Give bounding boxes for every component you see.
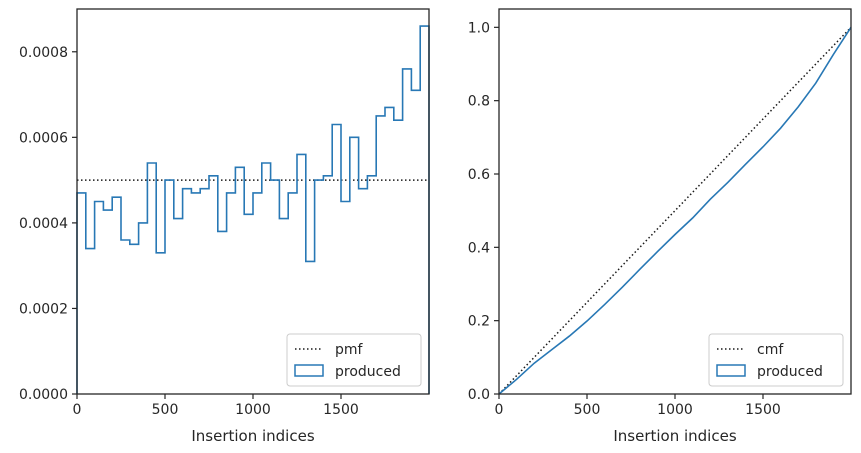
right-legend-produced-swatch: [716, 364, 746, 377]
left-legend-produced-swatch: [294, 364, 324, 377]
right-produced-series: [498, 26, 852, 395]
left-y-tick-label: 0.0008: [19, 45, 68, 61]
right-legend-cmf-label: cmf: [757, 342, 784, 358]
right-y-tick-label: 0.8: [468, 94, 490, 110]
left-legend-box: [286, 333, 422, 387]
cmf-cumulative-chart: 0 500 1000 1500 0.0 0.2 0.4 0.6 0.8 1.0 Insertio…: [468, 8, 852, 445]
pmf-histogram-chart: 0 500 1000 1500 0.00000.00020.00040.00060.0…: [19, 8, 430, 445]
left-produced-series: [76, 25, 430, 394]
right-x-tick-label: 1000: [657, 402, 693, 418]
right-y-tick-label: 0.6: [468, 167, 490, 183]
right-cmf-line: [498, 26, 852, 395]
right-legend-box: [708, 333, 844, 387]
right-x-tick-label: 500: [574, 402, 601, 418]
left-y-ticks: 0.0000 0.0002 0.0004 0.0006 0.0008: [19, 45, 77, 403]
right-legend: cmf produced: [708, 333, 844, 387]
left-x-tick-label: 1000: [235, 402, 271, 418]
right-axes-frame: [498, 8, 852, 395]
right-y-ticks: 0.0 0.2 0.4 0.6 0.8 1.0: [468, 20, 499, 403]
right-x-ticks: 0 500 1000 1500: [495, 394, 781, 418]
left-y-tick-label: 0.0002: [19, 301, 68, 317]
left-legend-pmf-label: pmf: [335, 342, 364, 358]
left-plot-marks: [76, 25, 430, 394]
right-y-tick-label: 0.0: [468, 387, 490, 403]
right-y-tick-label: 1.0: [468, 20, 490, 36]
left-legend-produced-label: produced: [335, 364, 401, 380]
left-x-tick-label: 1500: [323, 402, 359, 418]
left-y-tick-label: 0.0004: [19, 216, 68, 232]
left-x-tick-label: 0: [73, 402, 82, 418]
right-y-tick-label: 0.4: [468, 240, 490, 256]
left-legend: pmf produced: [286, 333, 422, 387]
left-x-ticks: 0 500 1000 1500: [73, 394, 359, 418]
right-y-tick-label: 0.2: [468, 314, 490, 330]
left-y-tick-label: 0.0000: [19, 387, 68, 403]
right-legend-produced-label: produced: [757, 364, 823, 380]
left-x-axis-label: Insertion indices: [191, 427, 314, 445]
right-x-axis-label: Insertion indices: [613, 427, 736, 445]
left-x-tick-label: 500: [152, 402, 179, 418]
right-x-tick-label: 1500: [745, 402, 781, 418]
left-axes-frame: [76, 8, 430, 395]
left-y-tick-label: 0.0006: [19, 130, 68, 146]
right-plot-marks: [498, 26, 852, 395]
right-x-tick-label: 0: [495, 402, 504, 418]
